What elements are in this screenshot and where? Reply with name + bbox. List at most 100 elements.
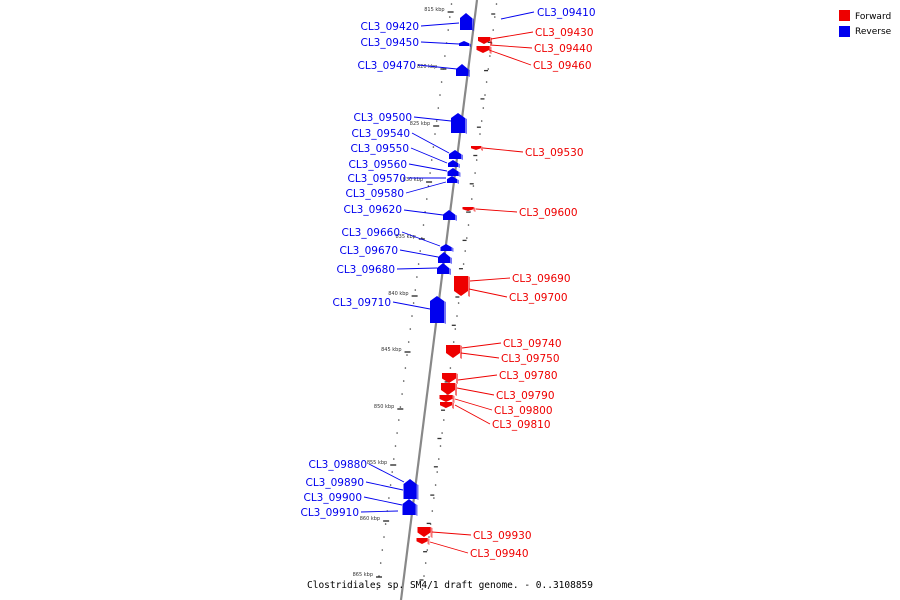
gene-label-cl3-09750[interactable]: CL3_09750 — [501, 353, 560, 365]
gene-label-cl3-09430[interactable]: CL3_09430 — [535, 27, 594, 39]
gene-shading — [460, 345, 462, 359]
gene-label-cl3-09880[interactable]: CL3_09880 — [308, 459, 367, 471]
guide-dot — [396, 432, 398, 434]
gene-shading — [458, 163, 460, 168]
guide-dot — [489, 55, 491, 57]
guide-dot — [452, 341, 455, 343]
gene-label-cl3-09900[interactable]: CL3_09900 — [303, 492, 362, 504]
gene-label-cl3-09710[interactable]: CL3_09710 — [332, 297, 391, 309]
gene-shading — [468, 69, 470, 77]
gene-cl3-09620[interactable] — [443, 210, 455, 220]
gene-label-cl3-09800[interactable]: CL3_09800 — [494, 405, 553, 417]
gene-label-cl3-09500[interactable]: CL3_09500 — [353, 112, 412, 124]
gene-cl3-09530[interactable] — [471, 146, 481, 150]
gene-label-cl3-09790[interactable]: CL3_09790 — [496, 390, 555, 402]
gene-label-cl3-09600[interactable]: CL3_09600 — [519, 207, 578, 219]
gene-label-cl3-09660[interactable]: CL3_09660 — [341, 227, 400, 239]
gene-cl3-09810[interactable] — [440, 402, 452, 408]
gene-cl3-09670[interactable] — [438, 252, 450, 263]
gene-cl3-09470[interactable] — [456, 64, 468, 76]
leader-line — [420, 22, 460, 27]
guide-dot — [434, 133, 436, 135]
gene-cl3-09500[interactable] — [451, 113, 465, 133]
gene-label-cl3-09810[interactable]: CL3_09810 — [492, 419, 551, 431]
gene-label-cl3-09460[interactable]: CL3_09460 — [533, 60, 592, 72]
gene-label-cl3-09780[interactable]: CL3_09780 — [499, 370, 558, 382]
gene-cl3-09450[interactable] — [459, 41, 469, 46]
guide-dot — [419, 250, 422, 252]
gene-label-cl3-09670[interactable]: CL3_09670 — [339, 245, 398, 257]
leader-line — [392, 301, 431, 310]
guide-dot — [391, 471, 394, 473]
leader-line — [457, 374, 498, 381]
gene-cl3-09540[interactable] — [449, 150, 461, 159]
leader-line — [431, 531, 472, 536]
gene-cl3-09800[interactable] — [439, 395, 453, 402]
gene-label-cl3-09700[interactable]: CL3_09700 — [509, 292, 568, 304]
gene-label-cl3-09440[interactable]: CL3_09440 — [534, 43, 593, 55]
tick-label: 845 kbp — [381, 347, 401, 353]
leader-line — [482, 147, 524, 153]
gene-shading — [456, 373, 458, 384]
gene-cl3-09660[interactable] — [440, 244, 452, 251]
guide-dot — [450, 3, 453, 5]
gene-label-cl3-09450[interactable]: CL3_09450 — [360, 37, 419, 49]
gene-label-cl3-09470[interactable]: CL3_09470 — [357, 60, 416, 72]
gene-cl3-09550[interactable] — [448, 160, 458, 167]
gene-cl3-09560[interactable] — [447, 168, 459, 176]
tick-label: 840 kbp — [388, 291, 408, 297]
gene-label-cl3-09740[interactable]: CL3_09740 — [503, 338, 562, 350]
gene-label-cl3-09570[interactable]: CL3_09570 — [347, 173, 406, 185]
gene-cl3-09780[interactable] — [442, 373, 456, 383]
leader-line — [488, 49, 532, 66]
gene-label-cl3-09910[interactable]: CL3_09910 — [300, 507, 359, 519]
gene-shading — [458, 171, 461, 177]
guide-dot — [464, 250, 467, 252]
genome-caption: Clostridiales sp. SM4/1 draft genome. - … — [307, 580, 593, 591]
guide-dot — [422, 224, 425, 226]
gene-label-cl3-09620[interactable]: CL3_09620 — [343, 204, 402, 216]
leader-line — [461, 342, 502, 349]
gene-cl3-09680[interactable] — [437, 263, 449, 274]
leader-line — [468, 288, 508, 298]
gene-cl3-09420[interactable] — [460, 13, 472, 30]
guide-dot — [494, 16, 496, 18]
gene-label-cl3-09550[interactable]: CL3_09550 — [350, 143, 409, 155]
gene-label-cl3-09420[interactable]: CL3_09420 — [360, 21, 419, 33]
gene-cl3-09790[interactable] — [441, 383, 455, 395]
gene-cl3-09940[interactable] — [416, 538, 428, 544]
gene-label-cl3-09890[interactable]: CL3_09890 — [305, 477, 364, 489]
guide-dot — [447, 29, 450, 31]
guide-dot — [432, 146, 435, 148]
gene-cl3-09930[interactable] — [417, 527, 431, 537]
gene-cl3-09890[interactable] — [402, 499, 416, 515]
leader-line — [417, 64, 458, 70]
leader-line — [454, 398, 493, 411]
gene-label-cl3-09580[interactable]: CL3_09580 — [345, 188, 404, 200]
gene-cl3-09690[interactable] — [454, 276, 468, 296]
gene-cl3-09600[interactable] — [462, 207, 474, 211]
gene-cl3-09710[interactable] — [430, 296, 444, 323]
gene-label-cl3-09560[interactable]: CL3_09560 — [348, 159, 407, 171]
gene-shading — [455, 214, 457, 221]
leader-line — [469, 277, 511, 282]
gene-label-cl3-09680[interactable]: CL3_09680 — [336, 264, 395, 276]
gene-label-cl3-09540[interactable]: CL3_09540 — [351, 128, 410, 140]
gene-shading — [451, 247, 454, 252]
leader-line — [396, 267, 438, 270]
leader-line — [401, 231, 441, 247]
gene-cl3-09430[interactable] — [478, 37, 490, 44]
gene-cl3-09440[interactable] — [476, 46, 490, 53]
gene-label-cl3-09410[interactable]: CL3_09410 — [537, 7, 596, 19]
gene-label-cl3-09690[interactable]: CL3_09690 — [512, 273, 571, 285]
gene-label-cl3-09930[interactable]: CL3_09930 — [473, 530, 532, 542]
legend-swatch-forward — [839, 10, 850, 21]
gene-shading — [452, 395, 455, 403]
gene-cl3-09880[interactable] — [403, 479, 417, 499]
gene-label-cl3-09940[interactable]: CL3_09940 — [470, 548, 529, 560]
gene-cl3-09570[interactable] — [447, 176, 457, 183]
gene-cl3-09740[interactable] — [446, 345, 460, 358]
gene-label-cl3-09530[interactable]: CL3_09530 — [525, 147, 584, 159]
